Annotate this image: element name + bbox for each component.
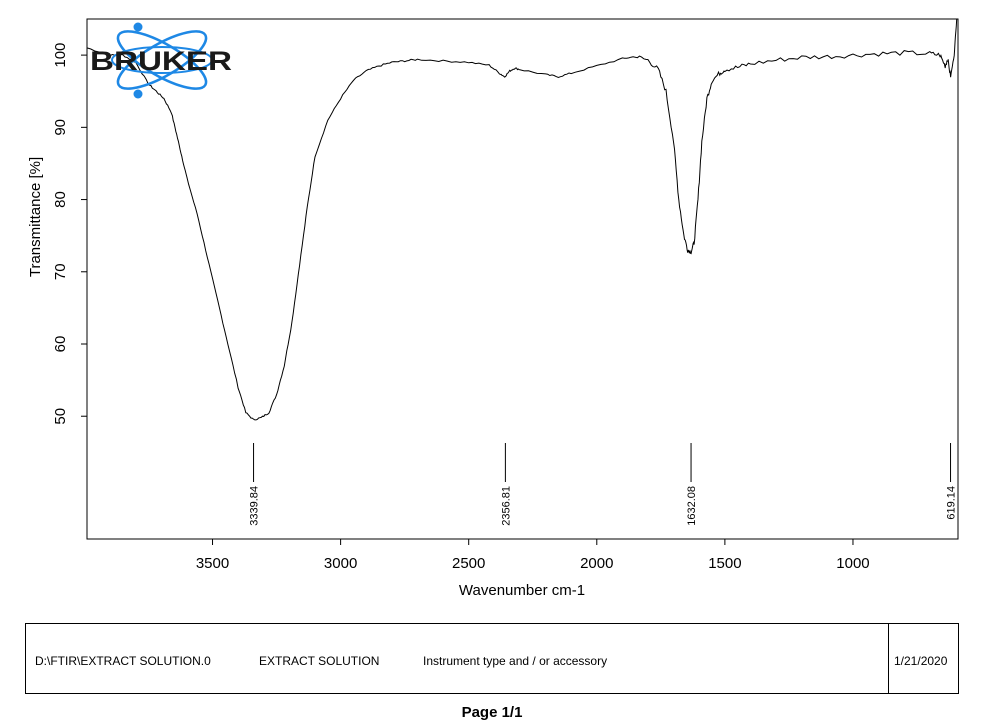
x-tick-label: 3500 [196, 555, 229, 572]
y-axis: 50 60 70 80 90 100 [52, 43, 87, 425]
plot-frame [86, 18, 959, 540]
footer-date: 1/21/2020 [894, 654, 948, 668]
y-tick-label: 100 [52, 43, 69, 68]
x-tick-label: 2000 [580, 555, 613, 572]
logo-text: BRUKER [90, 46, 232, 76]
peak-label: 1632.08 [686, 486, 698, 526]
y-tick-label: 50 [52, 408, 69, 425]
peak-label: 619.14 [946, 486, 958, 520]
x-tick-label: 2500 [452, 555, 485, 572]
spectrum-line [86, 18, 958, 421]
peak-label: 3339.84 [249, 486, 261, 526]
page-label: Page 1/1 [461, 704, 523, 721]
y-tick-label: 80 [52, 191, 69, 208]
x-tick-label: 1500 [708, 555, 741, 572]
footer-divider [888, 624, 889, 693]
footer-instrument: Instrument type and / or accessory [423, 654, 608, 668]
peak-markers: 3339.84 2356.81 1632.08 619.14 [249, 443, 958, 526]
x-tick-label: 3000 [324, 555, 357, 572]
spectrum-chart: 3500 3000 2500 2000 1500 1000 50 60 70 80 90 100 3… [27, 18, 959, 599]
footer-file-path: D:\FTIR\EXTRACT SOLUTION.0 [35, 654, 211, 668]
y-tick-label: 60 [52, 336, 69, 353]
footer-sample-name: EXTRACT SOLUTION [259, 654, 380, 668]
y-tick-label: 90 [52, 119, 69, 136]
x-axis-label: Wavenumber cm-1 [459, 582, 585, 599]
y-axis-label: Transmittance [%] [27, 157, 44, 277]
x-axis: 3500 3000 2500 2000 1500 1000 [196, 539, 870, 572]
y-tick-label: 70 [52, 263, 69, 280]
peak-label: 2356.81 [500, 486, 512, 526]
footer-box: D:\FTIR\EXTRACT SOLUTION.0 EXTRACT SOLUT… [25, 623, 959, 694]
bruker-logo: BRUKER [90, 22, 232, 99]
x-tick-label: 1000 [836, 555, 869, 572]
